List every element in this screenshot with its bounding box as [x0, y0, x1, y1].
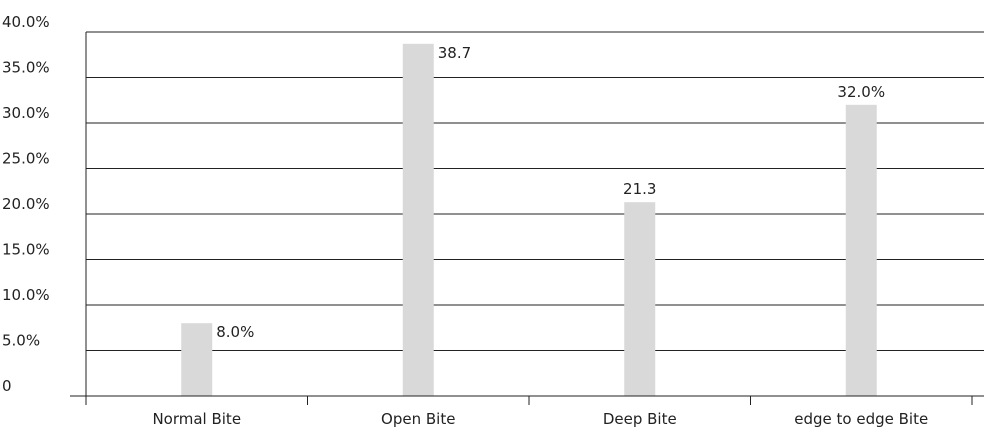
y-tick-label: 15.0% — [2, 241, 50, 259]
y-tick-label: 10.0% — [2, 286, 50, 304]
y-tick-label: 35.0% — [2, 59, 50, 77]
y-tick-label: 30.0% — [2, 104, 50, 122]
data-label: 8.0% — [216, 323, 254, 341]
bar-open-bite — [402, 43, 434, 397]
data-labels: 8.0% 38.7 21.3 32.0% — [216, 44, 885, 341]
data-label: 38.7 — [438, 44, 471, 62]
x-tick-label: Open Bite — [381, 410, 455, 428]
y-tick-label: 0 — [2, 377, 12, 395]
y-tick-label: 25.0% — [2, 150, 50, 168]
bars — [181, 43, 877, 397]
x-tick-label: Normal Bite — [152, 410, 241, 428]
data-label: 21.3 — [623, 180, 656, 198]
y-tick-label: 5.0% — [2, 332, 40, 350]
data-label: 32.0% — [837, 83, 885, 101]
y-tick-label: 20.0% — [2, 195, 50, 213]
gridlines — [86, 31, 984, 351]
bar-deep-bite — [624, 202, 656, 396]
bar-edge-to-edge-bite — [845, 104, 877, 397]
x-axis: Normal Bite Open Bite Deep Bite edge to edg… — [70, 32, 984, 428]
x-tick-label: Deep Bite — [603, 410, 677, 428]
x-tick-label: edge to edge Bite — [794, 410, 928, 428]
y-tick-label: 40.0% — [2, 13, 50, 31]
bar-normal-bite — [181, 323, 213, 396]
y-axis-ticks: 0 5.0% 10.0% 15.0% 20.0% 25.0% 30.0% 35.0% 40.0% — [2, 13, 50, 395]
